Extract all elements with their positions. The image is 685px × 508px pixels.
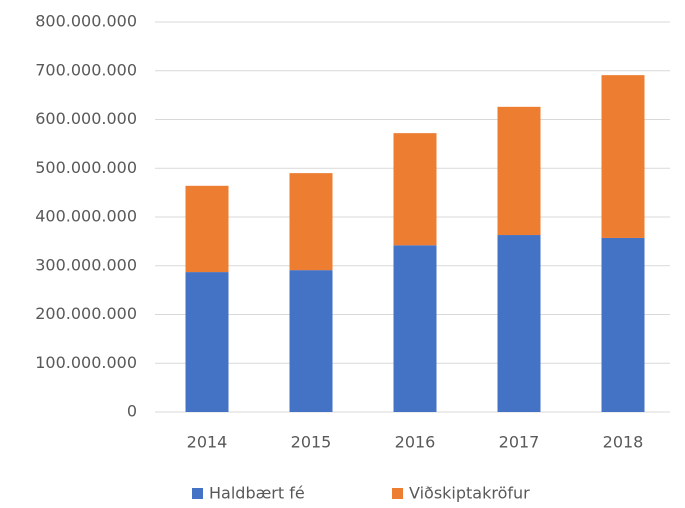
y-tick-label: 500.000.000	[35, 158, 137, 177]
x-tick-label: 2017	[499, 433, 540, 452]
bar-segment	[289, 270, 333, 412]
y-tick-label: 400.000.000	[35, 207, 137, 226]
y-tick-label: 100.000.000	[35, 353, 137, 372]
x-tick-label: 2014	[187, 433, 228, 452]
bar-segment	[185, 272, 229, 412]
y-tick-label: 600.000.000	[35, 109, 137, 128]
x-tick-label: 2016	[395, 433, 436, 452]
bar-segment	[393, 245, 437, 412]
bar-segment	[497, 106, 541, 236]
legend-label: Viðskiptakröfur	[409, 484, 530, 503]
y-tick-label: 200.000.000	[35, 304, 137, 323]
y-tick-label: 300.000.000	[35, 255, 137, 274]
legend-label: Haldbært fé	[209, 484, 305, 503]
bar-segment	[601, 75, 645, 238]
bar-segment	[497, 235, 541, 412]
bar-segment	[185, 185, 229, 273]
bar-segment	[601, 237, 645, 412]
bar-segment	[289, 173, 333, 271]
y-tick-label: 0	[127, 402, 137, 421]
x-tick-label: 2018	[603, 433, 644, 452]
y-tick-label: 800.000.000	[35, 12, 137, 31]
bar-segment	[393, 133, 437, 246]
y-tick-label: 700.000.000	[35, 60, 137, 79]
x-tick-label: 2015	[291, 433, 332, 452]
legend-swatch	[192, 488, 203, 499]
legend-swatch	[392, 488, 403, 499]
